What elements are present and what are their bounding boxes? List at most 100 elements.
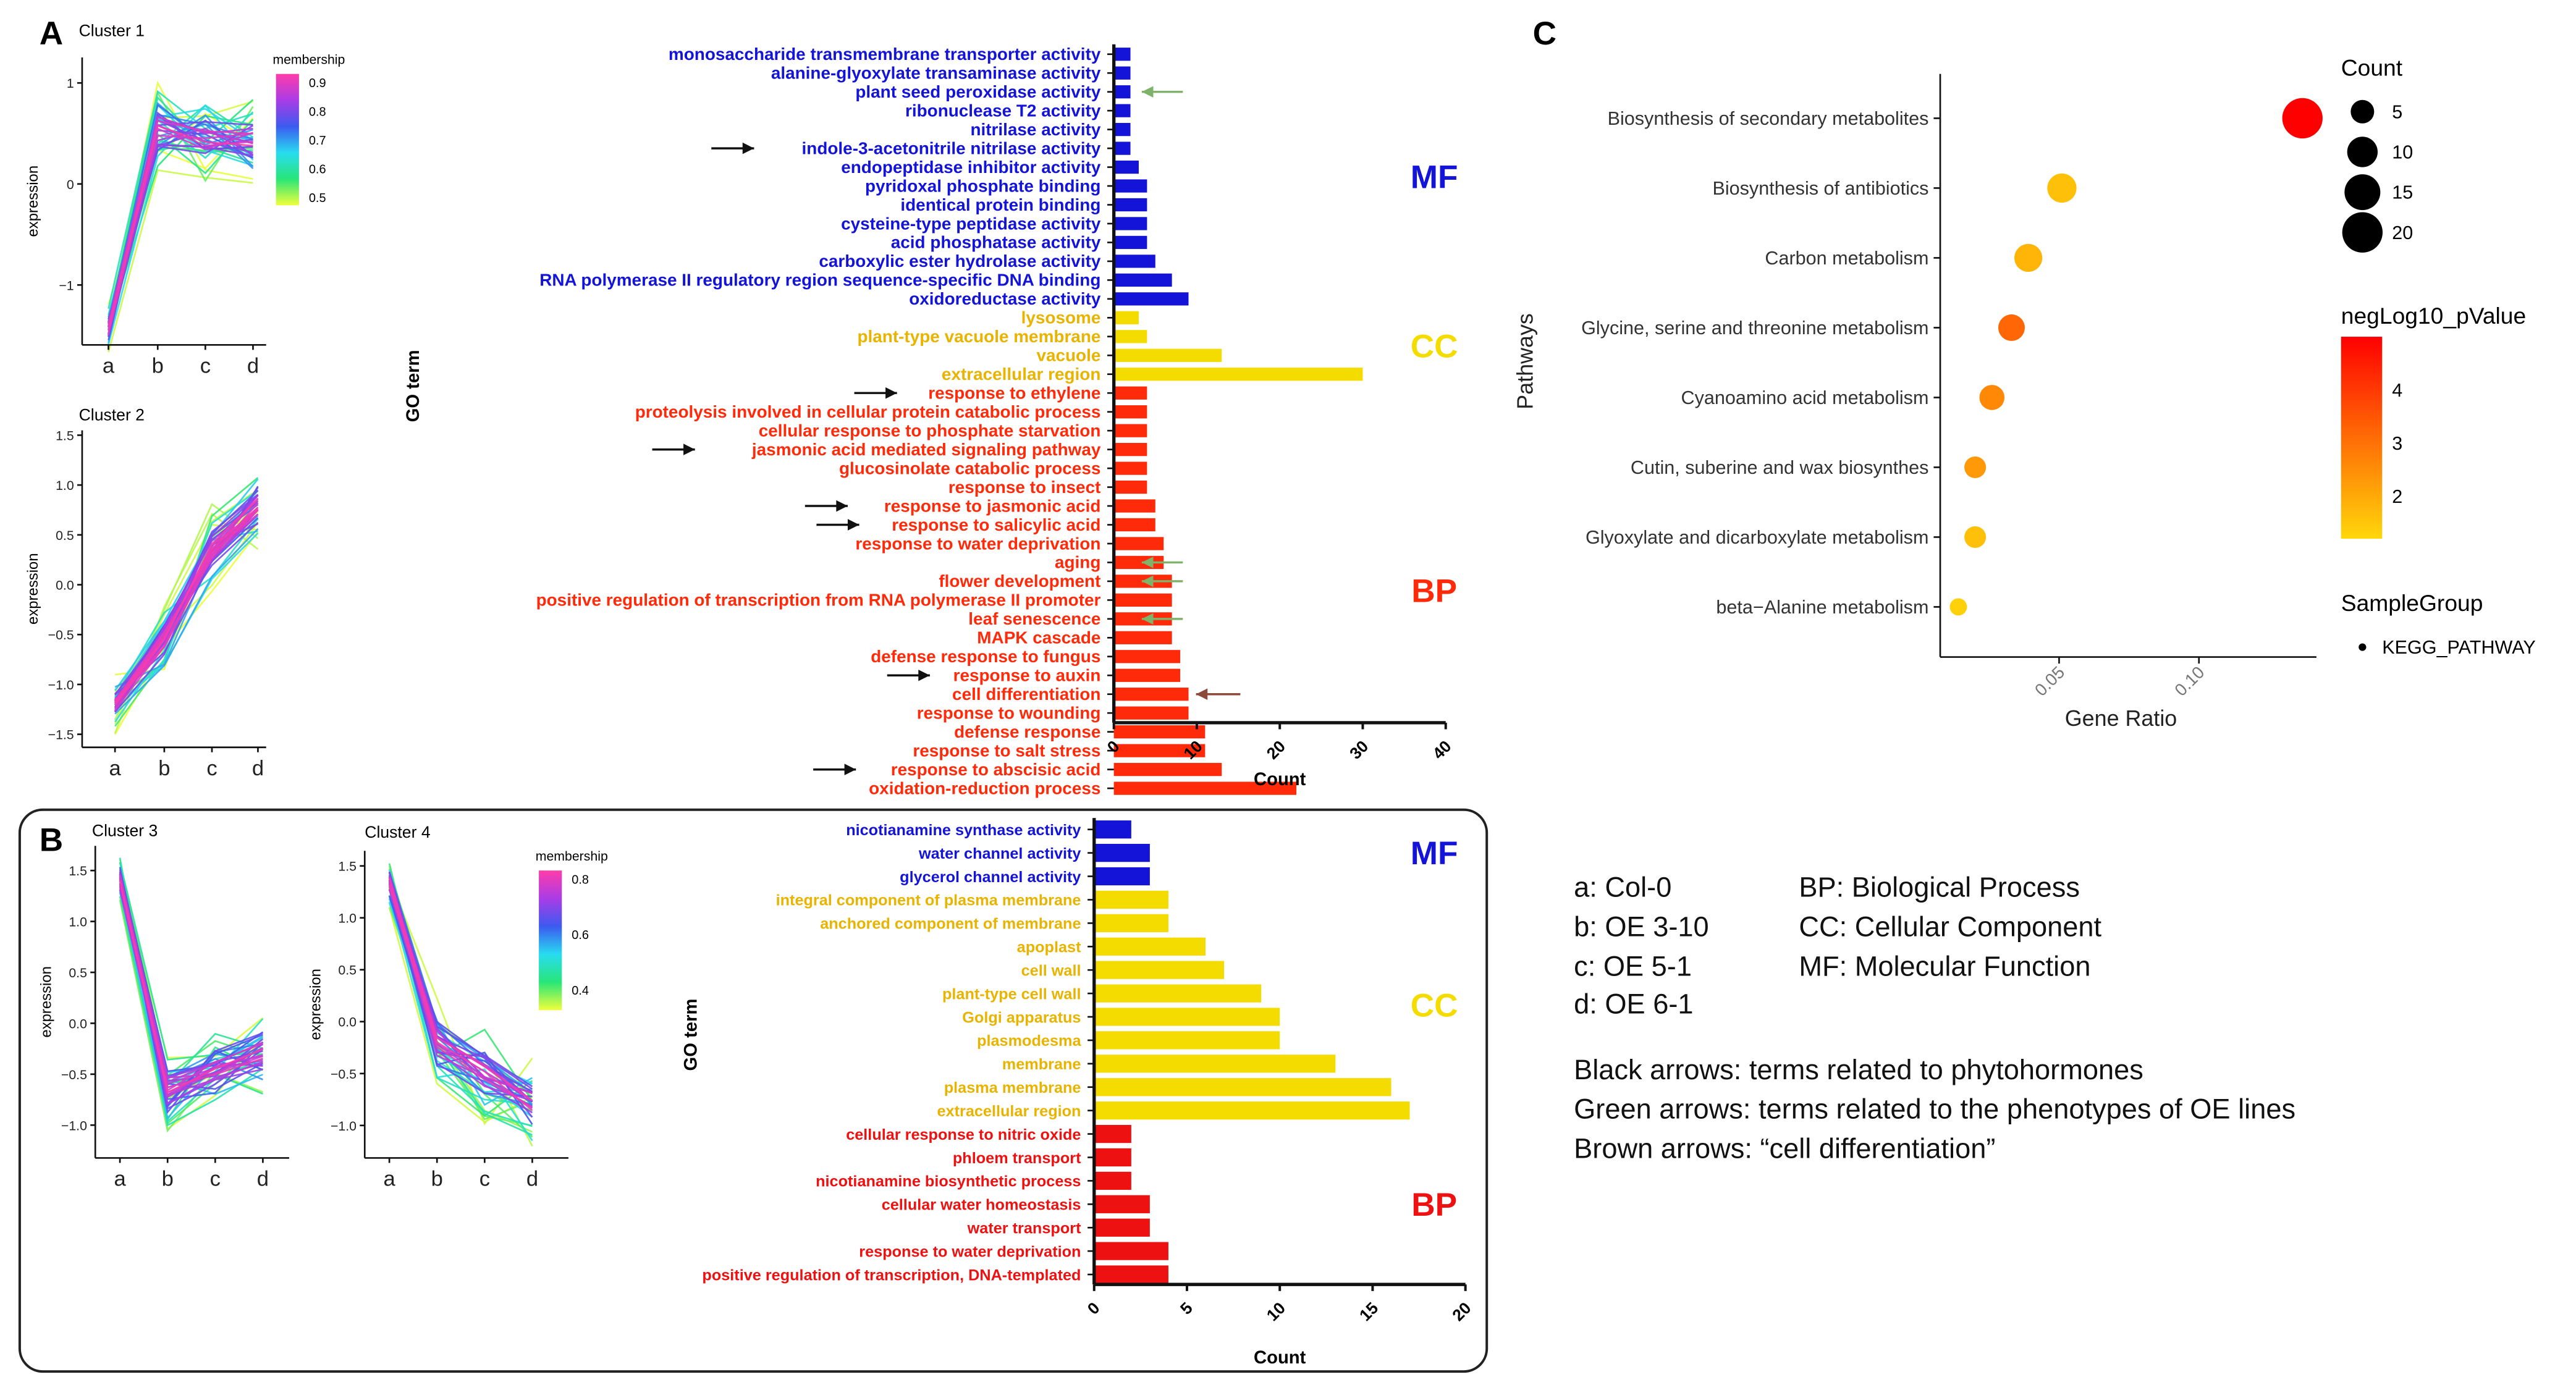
y-axis-label: GO term [681,999,701,1071]
note-sample: d: OE 6-1 [1574,988,1693,1019]
expression-line [114,528,259,715]
bar [1094,820,1131,839]
expression-line [388,877,533,1102]
bar [1094,1171,1131,1190]
y-tick-label: −0.5 [48,628,74,642]
y-axis-label: Pathways [1513,313,1538,410]
go-term-label: response to salt stress [913,741,1100,760]
y-tick-label: −1.0 [48,678,74,693]
category-label-cc: CC [1411,988,1458,1024]
x-tick-label: 10 [1180,737,1206,763]
x-tick-label: a [384,1168,396,1191]
x-tick-label: a [103,355,115,378]
x-tick-label: d [257,1168,269,1191]
x-tick-label: 0.10 [2171,662,2208,699]
go-term-label: anchored component of membrane [820,916,1081,933]
x-tick-label: 10 [1263,1299,1289,1324]
y-tick-label: 1.5 [338,859,357,874]
y-tick-label: −1 [59,278,74,293]
go-term-label: monosaccharide transmembrane transporter… [669,44,1101,64]
bar [1113,668,1181,682]
go-term-label: response to wounding [917,703,1101,722]
go-term-label: Golgi apparatus [962,1009,1081,1026]
panel-label-c: C [1533,15,1556,52]
go-term-label: response to jasmonic acid [884,496,1101,515]
bar [1113,480,1147,494]
x-axis-label: Count [1254,1348,1306,1368]
bar [1113,650,1181,663]
bar [1113,104,1131,117]
expression-line [388,888,533,1098]
bar [1113,405,1147,419]
bar [1094,984,1262,1003]
bar [1094,1265,1168,1284]
black-arrow-icon-head [918,669,930,681]
group-legend-title: SampleGroup [2341,590,2483,616]
black-arrow-icon-head [844,764,856,775]
green-arrow-icon-head [1141,613,1154,625]
legend-tick-label: 0.8 [572,873,589,886]
pathway-label: Biosynthesis of antibiotics [1712,178,1928,199]
category-label-bp: BP [1411,573,1457,610]
bar [1113,141,1131,155]
go-term-label: carboxylic ester hydrolase activity [819,251,1101,271]
bar [1113,762,1222,777]
expression-line [388,863,533,1102]
bar [1113,744,1206,757]
x-tick-label: b [431,1168,443,1191]
black-arrow-icon-head [683,444,695,455]
color-legend-title: negLog10_pValue [2341,303,2526,329]
go-term-label: plant-type vacuole membrane [857,327,1100,346]
go-term-label: defense response to fungus [871,647,1100,666]
bar [1113,499,1155,513]
x-tick-label: 5 [1176,1299,1196,1318]
go-term-label: nicotianamine synthase activity [846,822,1081,839]
go-term-label: plasmodesma [977,1032,1081,1050]
data-point [1998,314,2025,341]
bar [1113,292,1189,306]
legend-tick-label: 0.9 [309,77,326,90]
go-term-label: pyridoxal phosphate binding [865,176,1100,195]
go-term-label: RNA polymerase II regulatory region sequ… [539,271,1100,290]
bar [1094,1055,1336,1073]
category-label-mf: MF [1411,835,1458,872]
count-legend-title: Count [2341,54,2403,80]
go-term-label: leaf senescence [968,609,1100,628]
black-arrow-icon-head [742,142,754,154]
bar [1094,914,1168,932]
count-legend-dot [2344,174,2381,211]
x-tick-label: c [479,1168,490,1191]
bar [1094,1242,1168,1260]
go-term-label: glycerol channel activity [900,869,1081,886]
expression-line [108,124,253,331]
go-term-label: defense response [954,722,1100,741]
go-term-label: cysteine-type peptidase activity [841,214,1101,233]
bar [1113,368,1363,381]
bar [1113,442,1147,457]
bar [1113,160,1139,174]
bar [1094,843,1150,862]
legend-tick-label: 0.5 [309,192,326,205]
y-tick-label: −1.0 [331,1119,357,1134]
data-point [1964,456,1987,478]
y-tick-label: −1.0 [61,1118,87,1133]
go-term-label: cellular response to phosphate starvatio… [759,421,1101,440]
expression-line [108,120,253,327]
note-arrow: Green arrows: terms related to the pheno… [1574,1093,2295,1125]
pathway-label: beta−Alanine metabolism [1716,597,1928,618]
go-term-label: positive regulation of transcription, DN… [702,1266,1081,1284]
legend-tick-label: 0.6 [309,163,326,177]
category-label-mf: MF [1411,159,1458,195]
color-legend-label: 4 [2392,380,2402,401]
bar [1113,461,1147,475]
y-tick-label: 0.5 [338,963,357,978]
go-term-label: integral component of plasma membrane [776,892,1081,909]
pathway-label: Biosynthesis of secondary metabolites [1608,108,1929,129]
bar [1113,725,1206,739]
note-sample: a: Col-0 [1574,872,1671,903]
group-legend-label: KEGG_PATHWAY [2382,637,2536,658]
cluster-title: Cluster 2 [79,406,145,424]
category-label-cc: CC [1411,329,1458,365]
bar [1113,424,1147,437]
